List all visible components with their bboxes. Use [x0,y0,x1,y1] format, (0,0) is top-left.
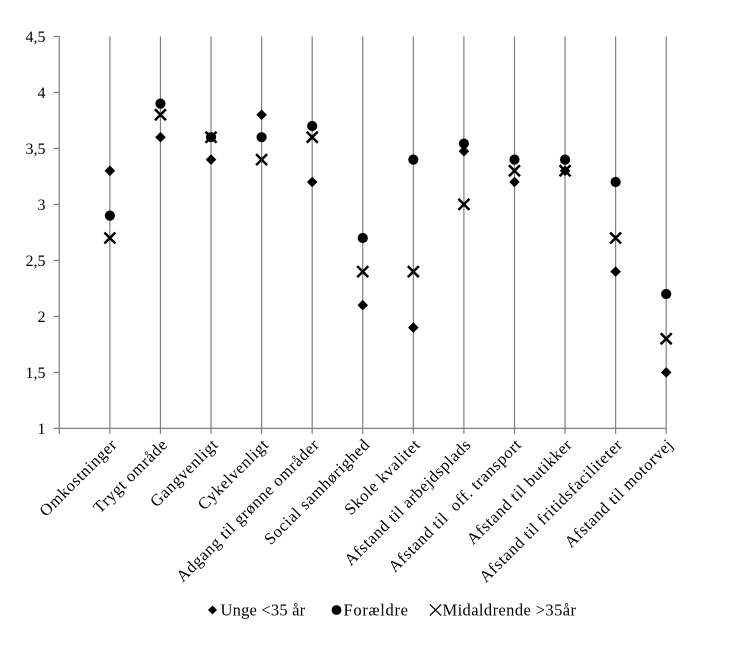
svg-text:3,5: 3,5 [26,141,46,158]
svg-text:Midaldrende >35år: Midaldrende >35år [443,601,577,620]
svg-text:1,5: 1,5 [26,365,46,382]
svg-text:2: 2 [38,309,46,326]
svg-text:4: 4 [38,85,46,102]
svg-text:4,5: 4,5 [26,29,46,46]
svg-text:Unge <35 år: Unge <35 år [221,601,306,620]
svg-text:Forældre: Forældre [344,601,409,620]
svg-text:2,5: 2,5 [26,253,46,270]
svg-text:3: 3 [38,197,46,214]
svg-text:1: 1 [38,421,46,438]
